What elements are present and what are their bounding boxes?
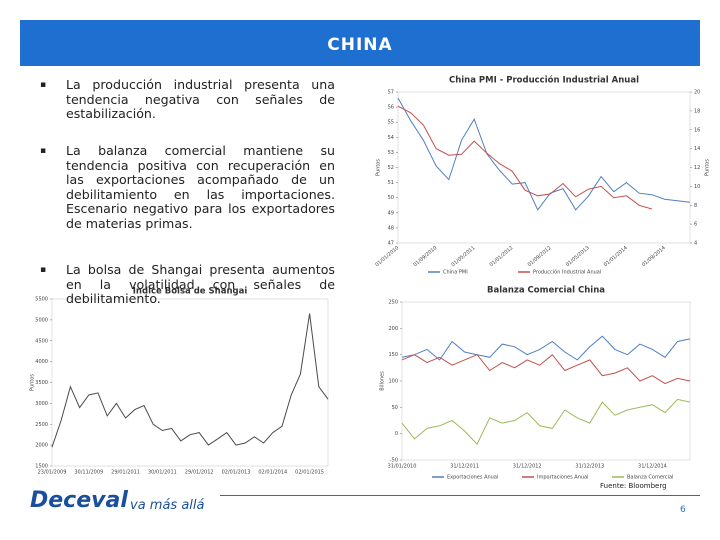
series-line	[397, 105, 653, 210]
legend-label: Producción Industrial Anual	[533, 269, 601, 276]
x-tick-label: 29/01/2012	[185, 470, 214, 476]
chart-title: Balanza Comercial China	[487, 286, 605, 296]
x-tick-label: 30/01/2011	[148, 470, 177, 476]
x-tick-label: 31/12/2013	[575, 464, 604, 470]
y-tick-label: 53	[388, 150, 394, 156]
x-tick-label: 01/09/2014	[641, 245, 667, 268]
series-line	[401, 353, 691, 385]
y2-tick-label: 6	[694, 222, 697, 228]
plot-frame	[401, 301, 691, 461]
bullet-text: La balanza comercial mantiene su tendenc…	[66, 143, 335, 231]
y-tick-label: 50	[388, 195, 394, 201]
x-tick-label: 01/01/2010	[374, 245, 400, 268]
y-axis-label: Billones	[380, 371, 386, 391]
legend-label: China PMI	[443, 270, 468, 276]
y2-tick-label: 16	[694, 127, 700, 133]
y-tick-label: 150	[388, 352, 398, 358]
y-tick-label: 3500	[35, 380, 48, 386]
y2-tick-label: 8	[694, 203, 697, 209]
x-tick-label: 31/12/2011	[450, 464, 479, 470]
bullet-text: La producción industrial presenta una te…	[66, 77, 335, 121]
chart-title: China PMI - Producción Industrial Anual	[449, 75, 639, 86]
x-tick-label: 02/01/2014	[258, 470, 287, 476]
bullet-text: La bolsa de Shangai presenta aumentos en…	[66, 262, 335, 306]
y2-tick-label: 4	[694, 241, 697, 247]
x-tick-label: 31/12/2014	[638, 464, 667, 470]
bullet: ▪ La producción industrial presenta una t…	[40, 77, 335, 121]
source: Fuente: Bloomberg	[600, 482, 667, 490]
y-tick-label: 47	[388, 241, 394, 247]
x-tick-label: 01/01/2012	[489, 245, 515, 268]
x-tick-label: 31/12/2012	[513, 464, 542, 470]
series-line	[401, 398, 691, 446]
legend-label: Importaciones Anual	[537, 475, 589, 481]
x-tick-label: 01/05/2013	[565, 245, 591, 268]
y-tick-label: -50	[390, 458, 398, 464]
slide-title: CHINA	[20, 20, 700, 66]
y-tick-label: 3000	[35, 401, 48, 407]
chart-title: Indice Bolsa de Shangai	[133, 287, 248, 297]
x-tick-label: 02/01/2015	[295, 470, 324, 476]
y-axis-label: Puntos	[30, 374, 36, 391]
y-tick-label: 57	[388, 90, 394, 96]
y-tick-label: 4000	[35, 359, 48, 365]
y-tick-label: 48	[388, 225, 394, 231]
x-tick-label: 30/11/2009	[74, 470, 103, 476]
y-tick-label: 4500	[35, 338, 48, 344]
x-tick-label: 31/01/2010	[388, 464, 417, 470]
y2-tick-label: 18	[694, 108, 700, 114]
x-tick-label: 01/05/2011	[450, 245, 476, 268]
x-tick-label: 23/01/2009	[38, 470, 67, 476]
plot-frame	[397, 91, 691, 244]
y-axis-label: Puntos	[376, 159, 382, 176]
y2-tick-label: 14	[694, 146, 700, 152]
y-tick-label: 56	[388, 105, 394, 111]
series-line	[401, 335, 691, 361]
y2-axis-label: Puntos	[705, 159, 711, 176]
y-tick-label: 55	[388, 120, 394, 126]
footer-rule	[220, 495, 700, 496]
x-tick-label: 01/09/2012	[527, 245, 553, 268]
y2-tick-label: 10	[694, 184, 700, 190]
y-tick-label: 52	[388, 165, 394, 171]
bullet: ▪ La bolsa de Shangai presenta aumentos e…	[40, 262, 335, 306]
x-tick-label: 01/09/2010	[412, 245, 438, 268]
bullet: ▪ La balanza comercial mantiene su tenden…	[40, 143, 335, 231]
y2-tick-label: 12	[694, 165, 700, 171]
y-tick-label: 0	[395, 431, 398, 437]
x-tick-label: 01/01/2014	[603, 245, 629, 268]
y-tick-label: 50	[392, 405, 398, 411]
y-tick-label: 100	[388, 379, 398, 385]
tagline: va más allá	[130, 498, 205, 513]
y-tick-label: 5000	[35, 317, 48, 323]
y-tick-label: 49	[388, 210, 394, 216]
y-tick-label: 2000	[35, 443, 48, 449]
page-number: 6	[680, 505, 686, 515]
y-tick-label: 2500	[35, 422, 48, 428]
legend-label: Exportaciones Anual	[447, 475, 498, 481]
y-tick-label: 200	[388, 326, 398, 332]
y-tick-label: 1500	[35, 464, 48, 470]
y2-tick-label: 20	[694, 90, 700, 96]
y-tick-label: 250	[388, 300, 398, 306]
series-line	[51, 313, 329, 448]
y-tick-label: 51	[388, 180, 394, 186]
logo: Deceval	[30, 488, 128, 513]
x-tick-label: 29/01/2011	[111, 470, 140, 476]
series-line	[397, 97, 691, 211]
y-tick-label: 54	[388, 135, 394, 141]
x-tick-label: 02/01/2013	[222, 470, 251, 476]
y-tick-label: 5500	[35, 297, 48, 303]
plot-frame	[51, 298, 329, 467]
legend-label: Balanza Comercial	[627, 475, 673, 481]
